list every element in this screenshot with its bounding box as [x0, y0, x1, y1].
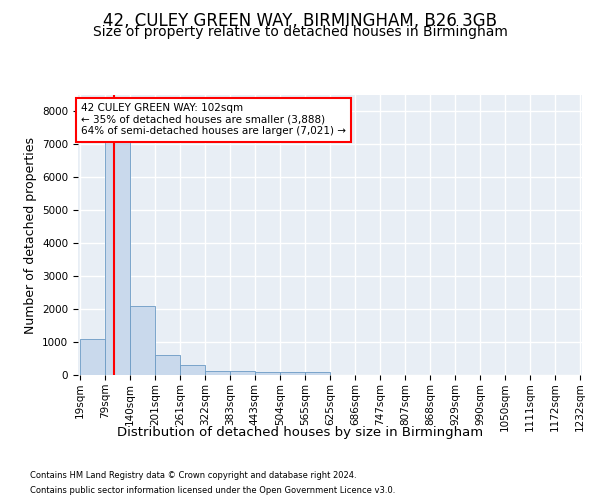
Y-axis label: Number of detached properties: Number of detached properties: [23, 136, 37, 334]
Bar: [280, 372, 305, 375]
Bar: [205, 370, 230, 375]
Bar: [180, 365, 205, 375]
Bar: [255, 372, 280, 375]
Bar: [230, 370, 254, 375]
Text: Contains HM Land Registry data © Crown copyright and database right 2024.: Contains HM Land Registry data © Crown c…: [30, 471, 356, 480]
Text: Size of property relative to detached houses in Birmingham: Size of property relative to detached ho…: [92, 25, 508, 39]
Text: Distribution of detached houses by size in Birmingham: Distribution of detached houses by size …: [117, 426, 483, 439]
Text: 42, CULEY GREEN WAY, BIRMINGHAM, B26 3GB: 42, CULEY GREEN WAY, BIRMINGHAM, B26 3GB: [103, 12, 497, 30]
Bar: [105, 128, 130, 375]
Bar: [305, 372, 329, 375]
Text: 42 CULEY GREEN WAY: 102sqm
← 35% of detached houses are smaller (3,888)
64% of s: 42 CULEY GREEN WAY: 102sqm ← 35% of deta…: [81, 103, 346, 136]
Bar: [80, 339, 104, 375]
Bar: [155, 355, 179, 375]
Bar: [130, 306, 155, 375]
Text: Contains public sector information licensed under the Open Government Licence v3: Contains public sector information licen…: [30, 486, 395, 495]
